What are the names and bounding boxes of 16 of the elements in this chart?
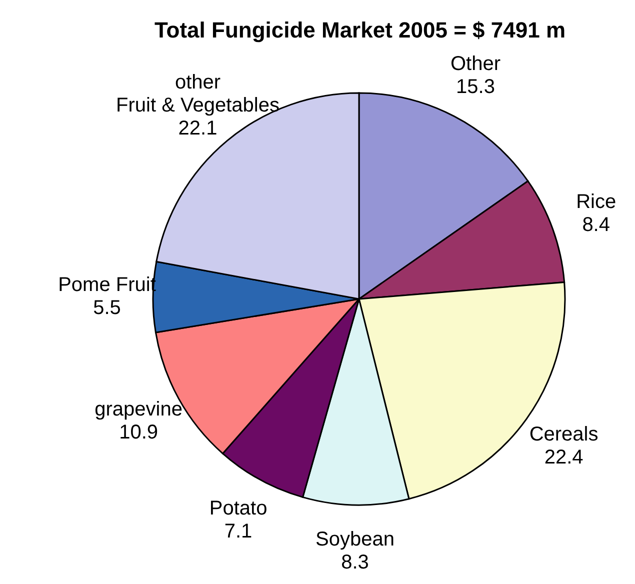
data-label: 8.3	[341, 551, 369, 574]
chart-title: Total Fungicide Market 2005 = $ 7491 m	[154, 18, 566, 42]
data-label: 7.1	[224, 520, 252, 543]
slice-label: Soybean	[316, 528, 395, 550]
slice-label: Cereals	[529, 423, 598, 446]
slice-label: Other	[450, 53, 501, 76]
slice-label: other Fruit & Vegetables	[116, 71, 280, 116]
slice-label: Rice	[576, 191, 616, 214]
data-label: 8.4	[582, 214, 610, 236]
data-label: 22.4	[544, 446, 584, 468]
data-label: 10.9	[119, 422, 158, 444]
slice-label: grapevine	[94, 398, 182, 421]
data-label: 22.1	[178, 117, 218, 140]
slice-label: Potato	[209, 498, 268, 520]
data-label: 5.5	[93, 297, 121, 320]
data-label: 15.3	[456, 76, 495, 98]
